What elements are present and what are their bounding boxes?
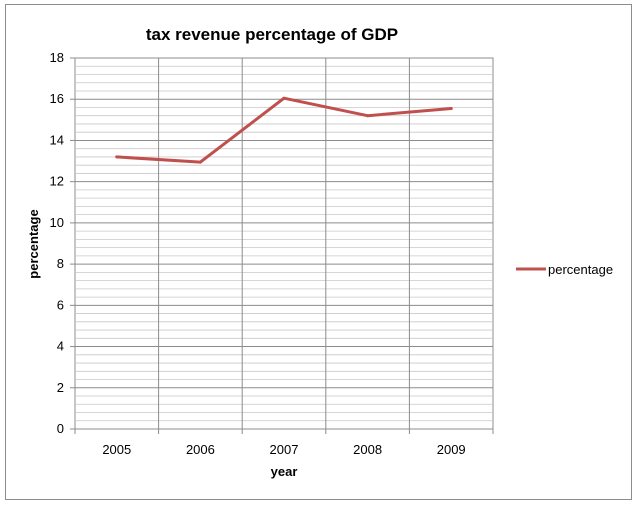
major-gridlines bbox=[70, 57, 493, 430]
plot-area bbox=[74, 57, 494, 430]
y-tick-label: 10 bbox=[50, 215, 64, 230]
y-tick-label: 12 bbox=[50, 174, 64, 189]
series-layer bbox=[115, 96, 453, 164]
minor-gridlines bbox=[75, 65, 493, 422]
y-axis-label: percentage bbox=[26, 209, 41, 278]
x-tick-label: 2009 bbox=[437, 442, 466, 457]
x-axis-label: year bbox=[271, 464, 298, 479]
data-point bbox=[282, 96, 286, 100]
y-tick-label: 16 bbox=[50, 91, 64, 106]
y-axis-tick-labels: 0 2 4 6 8 10 12 14 16 18 bbox=[50, 50, 64, 436]
y-tick-label: 2 bbox=[57, 380, 64, 395]
data-point bbox=[449, 106, 453, 110]
chart-title: tax revenue percentage of GDP bbox=[146, 25, 398, 44]
x-tick-label: 2006 bbox=[186, 442, 215, 457]
y-tick-label: 14 bbox=[50, 132, 64, 147]
x-tick-label: 2005 bbox=[102, 442, 131, 457]
y-tick-label: 8 bbox=[57, 256, 64, 271]
vertical-gridlines bbox=[74, 58, 494, 434]
y-tick-label: 6 bbox=[57, 297, 64, 312]
x-axis-tick-labels: 2005 2006 2007 2008 2009 bbox=[102, 442, 465, 457]
y-tick-label: 4 bbox=[57, 339, 64, 354]
x-tick-label: 2008 bbox=[353, 442, 382, 457]
data-point bbox=[115, 155, 119, 159]
y-tick-label: 18 bbox=[50, 50, 64, 65]
data-point bbox=[366, 114, 370, 118]
legend: percentage bbox=[516, 262, 613, 277]
x-tick-label: 2007 bbox=[270, 442, 299, 457]
data-point bbox=[198, 160, 202, 164]
legend-label: percentage bbox=[548, 262, 613, 277]
y-tick-label: 0 bbox=[57, 421, 64, 436]
